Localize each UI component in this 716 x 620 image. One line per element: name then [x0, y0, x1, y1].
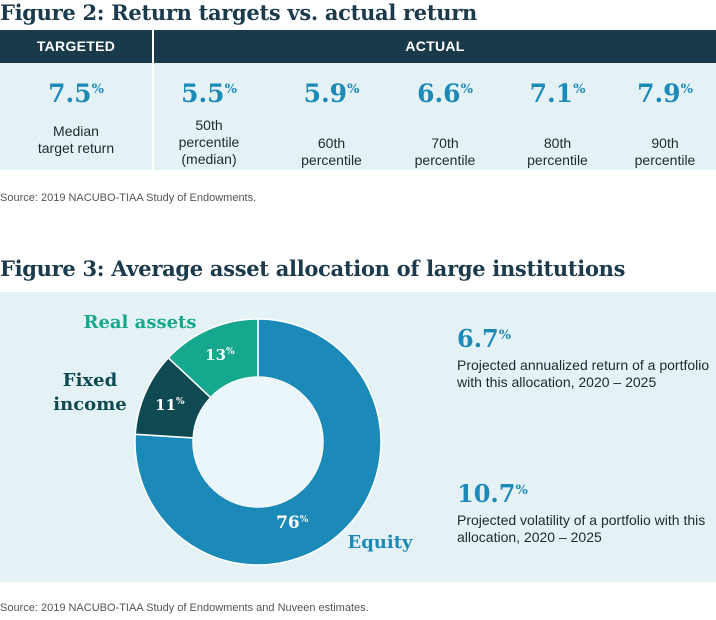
actual-50th-cell: 5.5% 50th percentile (median): [154, 63, 264, 170]
targeted-median-label: Median target return: [37, 123, 115, 156]
projected-return-value: 6.7%: [457, 324, 512, 353]
figure-3-source: Source: 2019 NACUBO-TIAA Study of Endowm…: [0, 602, 369, 614]
figure-3-title: Figure 3: Average asset allocation of la…: [0, 256, 626, 281]
actual-70th-label: 70th percentile: [414, 135, 476, 168]
actual-80th-label: 80th percentile: [527, 135, 588, 168]
actual-60th-cell: 5.9% 60th percentile: [274, 63, 389, 170]
header-targeted: TARGETED: [36, 38, 116, 54]
donut-hole: [193, 377, 323, 507]
header-actual: ACTUAL: [405, 38, 465, 54]
figure-2-header-bar: TARGETED ACTUAL: [0, 30, 716, 63]
actual-90th-cell: 7.9% 90th percentile: [614, 63, 716, 170]
actual-50th-label: 50th percentile (median): [178, 117, 240, 167]
actual-70th-value: 6.6%: [417, 79, 473, 108]
actual-60th-value: 5.9%: [303, 79, 360, 108]
actual-80th-cell: 7.1% 80th percentile: [501, 63, 614, 170]
column-divider: [152, 30, 154, 170]
targeted-median-value: 7.5%: [48, 79, 104, 108]
projected-volatility-value: 10.7%: [457, 479, 528, 508]
actual-80th-value: 7.1%: [529, 79, 586, 108]
projected-volatility-stat: 10.7% Projected volatility of a portfoli…: [457, 477, 712, 546]
projected-volatility-desc: Projected volatility of a portfolio with…: [457, 512, 706, 545]
actual-90th-value: 7.9%: [637, 79, 693, 108]
figure-3-panel: 76% Equity 11% Fixed income 13% Real assets: [0, 292, 716, 582]
actual-70th-cell: 6.6% 70th percentile: [389, 63, 501, 170]
targeted-median-cell: 7.5% Median target return: [0, 63, 152, 170]
actual-50th-value: 5.5%: [181, 79, 237, 108]
actual-60th-label: 60th percentile: [301, 135, 362, 168]
figure-2-title: Figure 2: Return targets vs. actual retu…: [0, 0, 477, 25]
projected-return-stat: 6.7% Projected annualized return of a po…: [457, 322, 712, 391]
donut-category-label-fixed-income: Fixed income: [53, 370, 126, 415]
projected-return-desc: Projected annualized return of a portfol…: [457, 357, 710, 390]
figure-2-source: Source: 2019 NACUBO-TIAA Study of Endowm…: [0, 192, 257, 204]
donut-category-label-real-assets: Real assets: [83, 312, 196, 333]
donut-category-label-equity: Equity: [347, 532, 413, 553]
actual-90th-label: 90th percentile: [634, 135, 696, 168]
figure-2-table: 7.5% Median target return 5.5% 50th perc…: [0, 63, 716, 170]
